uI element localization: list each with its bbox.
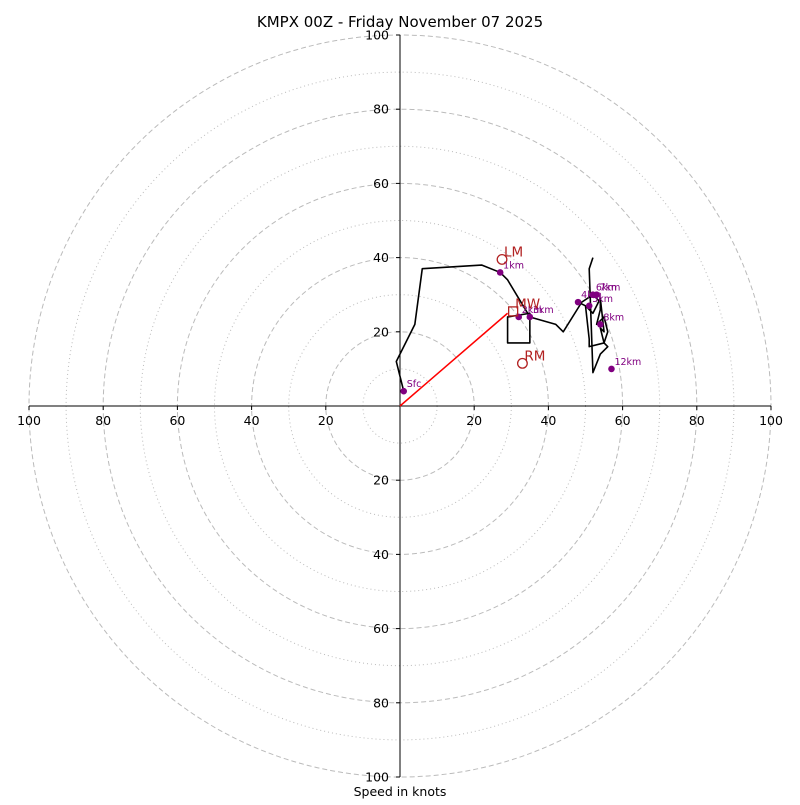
y-tick-label: 60 xyxy=(373,621,389,636)
height-marker-8km xyxy=(597,321,604,328)
y-tick-label: 40 xyxy=(373,547,389,562)
height-marker-12km xyxy=(608,365,615,373)
height-label-8km: 8km xyxy=(603,312,624,323)
x-tick-label: 80 xyxy=(95,413,111,428)
y-tick-label: 100 xyxy=(365,770,389,785)
height-label-sfc: Sfc xyxy=(407,379,422,390)
storm-motion-lm-marker xyxy=(496,254,508,265)
storm-motion-lm-label: LM xyxy=(504,244,523,260)
x-tick-label: 40 xyxy=(540,413,556,428)
y-tick-label: 100 xyxy=(365,28,389,43)
tick-labels: 100 80 60 40 20 20 40 60 80 100 100 80 60 40 20 20 40 60 8… xyxy=(17,28,783,785)
storm-motion-rm-label: RM xyxy=(524,348,545,364)
y-tick-label: 20 xyxy=(373,324,389,339)
height-markers: Sfc1km2km3km4km5km6km7km8km12km xyxy=(400,260,641,395)
y-tick-label: 80 xyxy=(373,102,389,117)
storm-motion-mw-marker xyxy=(508,306,519,317)
y-tick-label: 80 xyxy=(373,695,389,710)
height-marker-sfc xyxy=(400,387,408,395)
height-label-2km: 2km xyxy=(522,305,543,316)
height-label-12km: 12km xyxy=(614,357,641,368)
storm-motion-mw-label: MW xyxy=(515,296,540,312)
x-tick-label: 60 xyxy=(169,413,185,428)
y-tick-label: 40 xyxy=(373,250,389,265)
height-marker-3km xyxy=(526,313,534,321)
storm-motion-rm-marker xyxy=(516,357,528,369)
height-label-5km: 5km xyxy=(592,294,613,305)
x-tick-label: 20 xyxy=(318,413,334,428)
height-marker-5km xyxy=(585,302,593,310)
x-tick-label: 20 xyxy=(466,413,482,428)
height-marker-4km xyxy=(574,298,582,306)
storm-motion-markers: LM MW RM xyxy=(496,244,545,369)
x-tick-label: 80 xyxy=(689,413,705,428)
x-tick-label: 60 xyxy=(615,413,631,428)
x-tick-label: 100 xyxy=(759,413,783,428)
height-label-1km: 1km xyxy=(503,260,524,271)
y-tick-label: 60 xyxy=(373,176,389,191)
y-tick-label: 20 xyxy=(373,473,389,488)
shear-vector-line xyxy=(399,312,509,407)
height-label-3km: 3km xyxy=(533,305,554,316)
height-label-6km: 6km xyxy=(596,283,617,294)
height-label-7km: 7km xyxy=(600,283,621,294)
height-marker-7km xyxy=(593,291,600,299)
x-axis-label: Speed in knots xyxy=(354,784,447,799)
chart-title: KMPX 00Z - Friday November 07 2025 xyxy=(257,13,543,31)
height-marker-1km xyxy=(496,269,504,276)
x-tick-label: 100 xyxy=(17,413,41,428)
x-tick-label: 40 xyxy=(244,413,260,428)
wind-trace-line xyxy=(395,257,609,392)
wind-trace-layer xyxy=(395,257,609,407)
